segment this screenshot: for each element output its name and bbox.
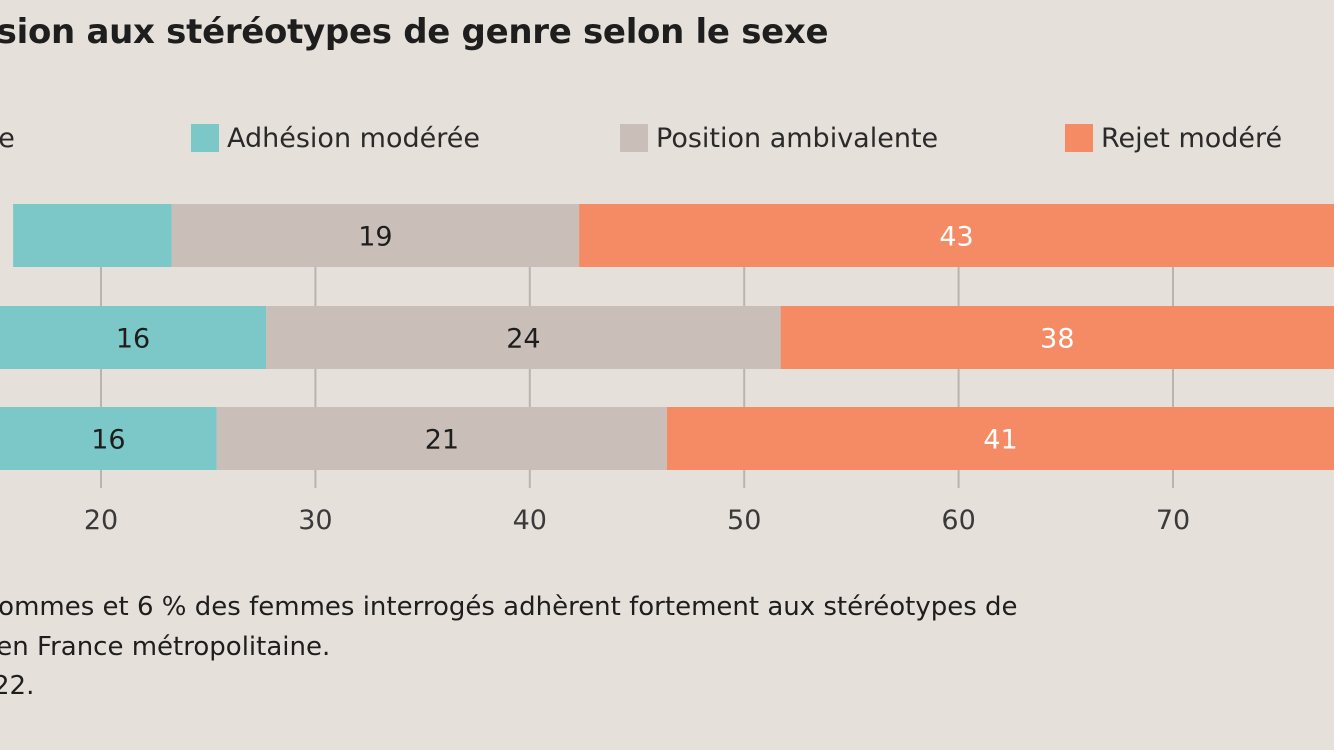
legend-label-adhesion-moderee: Adhésion modérée	[227, 122, 480, 154]
legend-swatch-rejet-modere	[1065, 124, 1093, 152]
x-tick-label-60: 60	[941, 505, 975, 536]
legend-item-adhesion-forte: orte	[0, 118, 15, 158]
bar-label-2-0: 16	[91, 425, 125, 456]
x-tick-label-20: 20	[84, 505, 118, 536]
x-tick-label-30: 30	[298, 505, 332, 536]
bar-segment-0-0	[13, 204, 172, 267]
note-line-3: nion 2020-2022.	[0, 671, 35, 701]
x-tick-label-50: 50	[727, 505, 761, 536]
legend-swatch-adhesion-moderee	[191, 124, 219, 152]
legend-label-rejet-modere: Rejet modéré	[1101, 122, 1283, 154]
legend-item-adhesion-moderee: Adhésion modérée	[191, 118, 480, 158]
bar-segment-1-2	[780, 306, 1334, 369]
note-line-2: plus résidant en France métropolitaine.	[0, 632, 331, 662]
bar-label-1-0: 16	[116, 324, 150, 355]
legend-label-position-ambivalente: Position ambivalente	[656, 122, 939, 154]
legend-swatch-position-ambivalente	[620, 124, 648, 152]
bar-label-2-1: 21	[425, 425, 459, 456]
chart-title: hésion aux stéréotypes de genre selon le…	[0, 12, 829, 52]
bar-segment-1-1	[266, 306, 781, 369]
x-tick-label-70: 70	[1156, 505, 1190, 536]
bar-label-1-2: 38	[1040, 324, 1074, 355]
legend-label-adhesion-forte: orte	[0, 122, 15, 154]
bar-segment-2-2	[667, 407, 1334, 470]
bar-label-1-1: 24	[506, 324, 540, 355]
x-tick-label-40: 40	[513, 505, 547, 536]
legend-item-rejet-modere: Rejet modéré	[1065, 118, 1282, 158]
bar-segment-0-1	[171, 204, 580, 267]
bar-label-0-1: 19	[358, 222, 392, 253]
bar-label-2-2: 41	[983, 425, 1017, 456]
bar-label-0-2: 43	[939, 222, 973, 253]
bar-segment-1-0	[0, 306, 267, 369]
bar-segment-2-1	[216, 407, 668, 470]
legend-item-position-ambivalente: Position ambivalente	[620, 118, 938, 158]
bar-segment-0-2	[579, 204, 1334, 267]
note-line-1: 2, 12 % des hommes et 6 % des femmes int…	[0, 592, 1018, 622]
bar-segment-2-0	[0, 407, 217, 470]
